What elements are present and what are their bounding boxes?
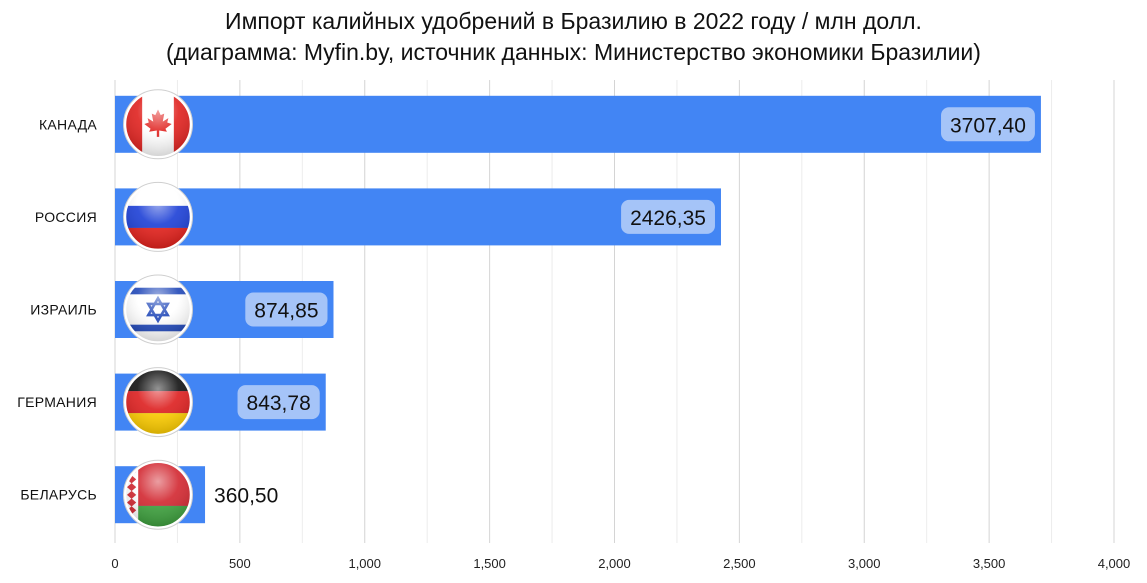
category-label: КАНАДА	[39, 116, 97, 132]
value-label-box	[245, 292, 328, 327]
x-tick-label: 3,000	[848, 556, 881, 571]
value-label-box	[621, 199, 715, 234]
category-label: БЕЛАРУСЬ	[20, 487, 97, 503]
value-label: 360,50	[214, 485, 278, 508]
bar-group: РОССИЯ 2426,35	[35, 181, 721, 252]
x-tick-label: 0	[111, 556, 118, 571]
x-tick-label: 4,000	[1098, 556, 1131, 571]
value-label: 874,85	[254, 300, 318, 323]
flag-border	[123, 367, 193, 437]
bar-group: КАНАДА 3707,40	[39, 89, 1041, 160]
value-label: 3707,40	[950, 114, 1026, 137]
flag-border	[123, 90, 193, 159]
x-tick-label: 3,500	[973, 556, 1006, 571]
x-axis: 0 500 1,000 1,500 2,000 2,500 3,000 3,500 4,000	[111, 556, 1130, 571]
value-label: 843,78	[247, 392, 311, 415]
chart-title: Импорт калийных удобрений в Бразилию в 2…	[225, 8, 922, 34]
value-label-box	[941, 107, 1035, 142]
x-tick-label: 500	[229, 556, 251, 571]
bar	[115, 188, 721, 246]
flag-border	[123, 182, 193, 252]
flag-border	[123, 275, 193, 344]
gridlines	[114, 80, 1115, 543]
x-tick-label: 2,000	[598, 556, 631, 571]
category-label: ГЕРМАНИЯ	[17, 394, 97, 410]
flag-border	[123, 460, 193, 529]
chart-subtitle: (диаграмма: Myfin.by, источник данных: М…	[166, 39, 981, 65]
value-label-box	[237, 385, 320, 420]
bar-group: ГЕРМАНИЯ 843,78	[17, 367, 326, 438]
bar-group: БЕЛАРУСЬ 360,50	[20, 459, 278, 530]
category-label: РОССИЯ	[35, 209, 97, 225]
x-tick-label: 1,000	[348, 556, 381, 571]
bar	[115, 95, 1041, 153]
x-tick-label: 2,500	[723, 556, 756, 571]
bar-group: ИЗРАИЛЬ 874,85	[30, 274, 334, 345]
bars: КАНАДА 3707,40 РОССИЯ 2426,35 ИЗРАИЛЬ 874,85 Г…	[17, 89, 1041, 530]
chart-title-block: Импорт калийных удобрений в Бразилию в 2…	[0, 6, 1147, 68]
israel-flag-icon	[125, 276, 191, 343]
x-tick-label: 1,500	[473, 556, 506, 571]
category-label: ИЗРАИЛЬ	[30, 302, 97, 318]
canada-flag-icon	[125, 91, 191, 158]
value-label: 2426,35	[630, 207, 706, 230]
